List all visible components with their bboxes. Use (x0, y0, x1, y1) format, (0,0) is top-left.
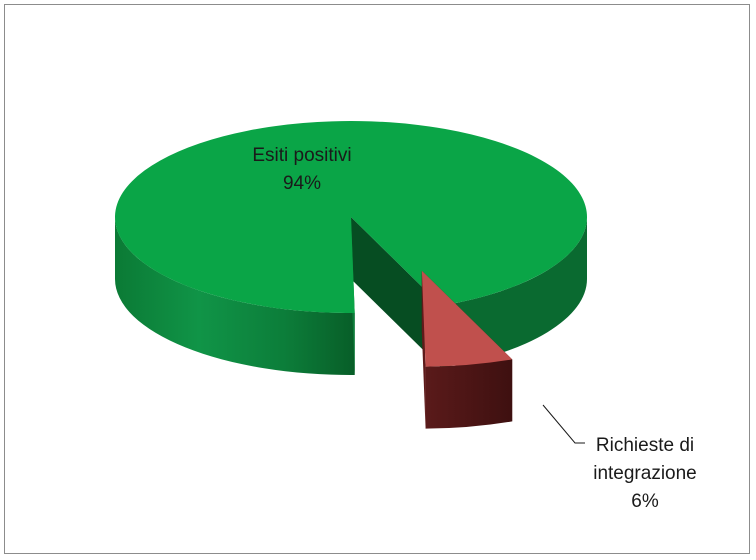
slice-richieste-di-integrazione-side-left (421, 270, 426, 429)
slice-esiti-positivi (115, 121, 588, 313)
slice-esiti-positivi-side-left (115, 217, 355, 375)
slice-richieste-di-integrazione-outer-wall (425, 359, 513, 429)
slice-esiti-positivi-cut-face (351, 217, 442, 368)
data-label-richieste-di-integrazione-line-3: 6% (631, 491, 659, 512)
data-label-richieste-di-integrazione-line-2: integrazione (593, 463, 697, 484)
chart-area: Esiti positivi 94% Richieste di integrazion… (4, 4, 750, 554)
data-label-richieste-di-integrazione-line-1: Richieste di (596, 435, 694, 456)
data-label-esiti-positivi-line-1: Esiti positivi (252, 145, 351, 166)
pie-chart: Esiti positivi 94% Richieste di integrazion… (115, 121, 697, 512)
leader-line (542, 404, 585, 444)
slice-richieste-di-integrazione (421, 270, 513, 367)
data-label-esiti-positivi-line-2: 94% (283, 173, 321, 194)
